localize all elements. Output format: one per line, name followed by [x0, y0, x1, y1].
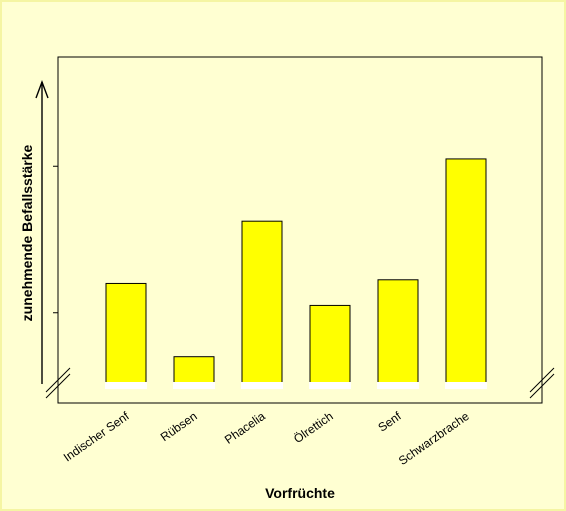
- plot-area: [57, 56, 543, 404]
- x-tick-label-4: Ölrettich: [291, 409, 336, 446]
- break-slash-right-1: [529, 373, 555, 399]
- arrow-head: [35, 80, 49, 99]
- break-slash-left-2: [45, 367, 71, 393]
- break-slash-right-2: [529, 367, 555, 393]
- bar-break-gap-5: [377, 382, 419, 389]
- bar-5: [377, 279, 419, 387]
- bar-1: [105, 282, 147, 387]
- x-tick-label-1: Indischer Senf: [61, 409, 132, 465]
- bar-4: [309, 304, 351, 387]
- bars-group: [105, 158, 487, 389]
- break-slash-left-1: [45, 373, 71, 399]
- y-axis-arrow: [35, 80, 49, 384]
- bar-2: [173, 356, 215, 387]
- x-tick-label-3: Phacelia: [222, 409, 268, 447]
- bar-6: [445, 158, 487, 387]
- bar-break-gap-6: [445, 382, 487, 389]
- bar-break-gap-3: [241, 382, 283, 389]
- x-axis-title: Vorfrüchte: [265, 485, 335, 501]
- x-tick-label-2: Rübsen: [158, 409, 200, 444]
- x-axis-tick-labels: Indischer Senf Rübsen Phacelia Ölrettich Sen…: [61, 409, 472, 468]
- bar-3: [241, 220, 283, 387]
- y-axis-title: zunehmende Befallsstärke: [19, 144, 35, 321]
- bar-break-gap-4: [309, 382, 351, 389]
- bar-break-gap-2: [173, 382, 215, 389]
- axis-break-marks: [45, 367, 555, 399]
- x-tick-label-5: Senf: [375, 409, 404, 435]
- bar-break-gap-1: [105, 382, 147, 389]
- y-axis-ticks: [53, 165, 58, 314]
- x-tick-label-6: Schwarzbrache: [396, 409, 472, 468]
